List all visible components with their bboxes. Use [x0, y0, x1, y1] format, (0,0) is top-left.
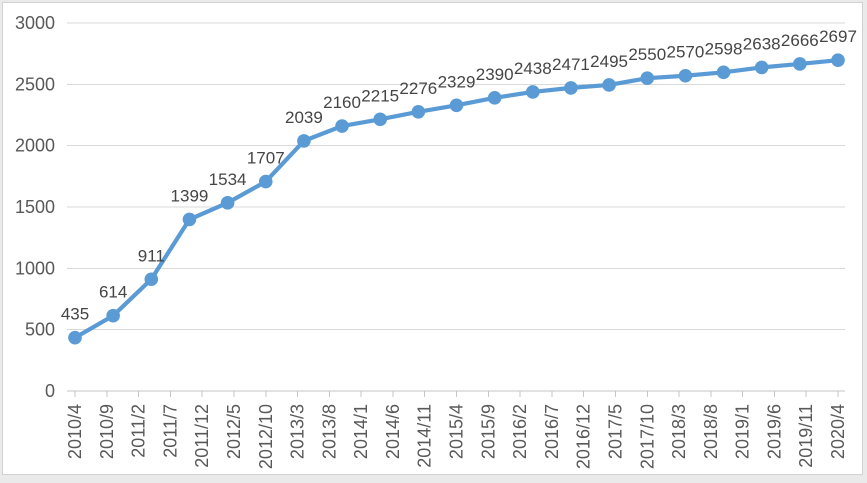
x-axis-tick-label: 2019/11: [796, 404, 816, 468]
data-point-marker[interactable]: [602, 78, 616, 92]
data-point-marker[interactable]: [411, 105, 426, 119]
y-axis-tick-label: 1000: [15, 258, 55, 278]
x-axis-tick-label: 2020/4: [828, 404, 848, 459]
data-label: 1534: [209, 170, 247, 189]
data-point-marker[interactable]: [640, 71, 655, 85]
data-point-marker[interactable]: [564, 81, 578, 95]
data-label: 614: [99, 283, 127, 302]
y-axis-tick-label: 1500: [15, 197, 55, 217]
data-point-marker[interactable]: [487, 91, 502, 105]
data-label: 2438: [514, 59, 552, 78]
data-label: 435: [61, 305, 89, 324]
data-label: 2495: [590, 52, 628, 71]
x-axis-tick-label: 2013/3: [288, 404, 308, 459]
x-axis-tick-label: 2017/5: [605, 404, 625, 459]
data-label: 2666: [781, 31, 819, 50]
data-label: 911: [138, 246, 165, 265]
x-axis-tick-label: 2016/2: [510, 404, 530, 459]
data-point-marker[interactable]: [754, 60, 769, 75]
y-axis-tick-label: 0: [45, 381, 55, 401]
y-axis: 0 500 1000 1500 2000 2500 3000: [15, 13, 55, 401]
data-label: 2215: [361, 86, 399, 105]
data-point-marker[interactable]: [716, 65, 731, 80]
x-axis-tick-label: 2011/12: [192, 404, 212, 468]
x-axis-tick-label: 2010/9: [97, 404, 117, 459]
data-label: 2638: [743, 34, 781, 53]
y-axis-tick-label: 500: [25, 320, 55, 340]
data-point-marker[interactable]: [678, 68, 693, 83]
data-point-marker[interactable]: [449, 98, 464, 113]
data-label: 2160: [323, 93, 361, 112]
data-point-marker[interactable]: [220, 196, 235, 210]
data-point-marker[interactable]: [297, 134, 311, 148]
x-axis-tick-label: 2011/7: [160, 404, 180, 458]
data-label: 2598: [705, 39, 743, 58]
x-axis-tick-label: 2018/8: [701, 404, 721, 459]
y-axis-tick-label: 2000: [15, 136, 55, 156]
x-axis-tick-label: 2011/2: [129, 404, 149, 458]
data-point-marker[interactable]: [258, 174, 273, 189]
data-point-marker[interactable]: [68, 330, 82, 345]
x-axis-tick-label: 2012/10: [256, 404, 276, 469]
x-axis-tick-label: 2010/4: [65, 404, 85, 459]
data-point-marker[interactable]: [182, 212, 197, 227]
x-axis-tick-label: 2017/10: [637, 404, 657, 469]
data-label: 1399: [171, 186, 209, 205]
x-axis-tick-label: 2014/11: [415, 404, 435, 468]
x-axis-tick-label: 2016/7: [542, 404, 562, 459]
data-point-marker[interactable]: [335, 119, 349, 133]
data-label: 2390: [476, 65, 514, 84]
x-axis-tick-label: 2016/12: [574, 404, 594, 469]
x-axis-tick-label: 2019/1: [733, 404, 753, 459]
data-points: [68, 53, 845, 345]
data-label: 1707: [247, 149, 285, 168]
chart-plot-background: [2, 2, 863, 475]
data-point-marker[interactable]: [373, 112, 388, 127]
x-axis-tick-label: 2014/6: [383, 404, 403, 459]
y-axis-tick-label: 2500: [15, 74, 55, 94]
data-label: 2276: [399, 79, 437, 98]
gridlines: [67, 22, 845, 331]
data-point-marker[interactable]: [106, 308, 120, 323]
x-axis-tick-label: 2015/9: [478, 404, 498, 459]
y-axis-tick-label: 3000: [15, 13, 55, 33]
data-label: 2039: [285, 108, 323, 127]
data-label: 2570: [666, 43, 704, 62]
data-label: 2697: [819, 27, 857, 46]
x-axis: 2010/4 2010/9 2011/2 2011/7 2011/12 2012/5 201…: [65, 390, 848, 469]
data-point-marker[interactable]: [793, 57, 807, 71]
x-axis-tick-label: 2013/8: [319, 404, 339, 459]
data-point-marker[interactable]: [526, 85, 540, 99]
data-label: 2329: [438, 72, 476, 91]
data-label: 2471: [552, 55, 590, 74]
x-axis-tick-label: 2018/3: [669, 404, 689, 459]
data-point-marker[interactable]: [144, 272, 159, 287]
x-axis-tick-label: 2019/6: [764, 404, 784, 459]
data-point-marker[interactable]: [831, 53, 845, 67]
x-axis-tick-label: 2012/5: [224, 404, 244, 459]
x-axis-tick-label: 2015/4: [447, 404, 467, 459]
data-label: 2550: [628, 45, 666, 64]
x-axis-tick-label: 2014/1: [351, 404, 371, 459]
